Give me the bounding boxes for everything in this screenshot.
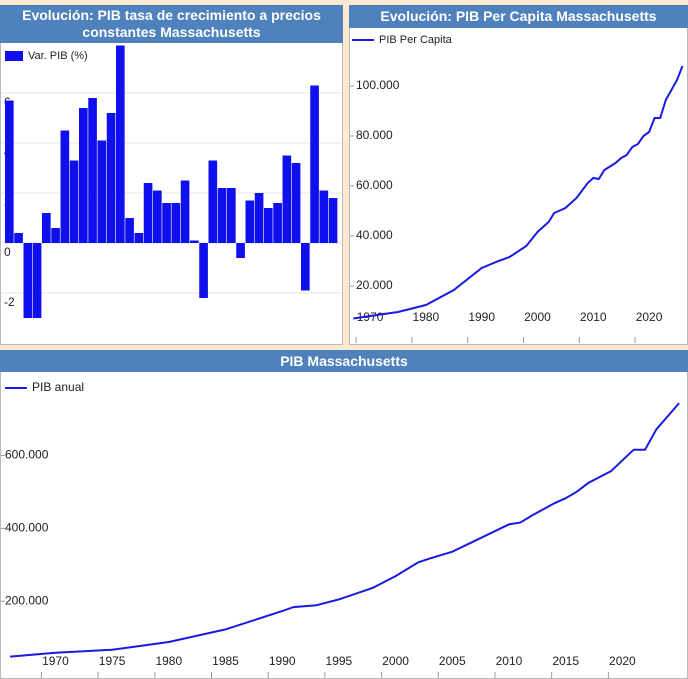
y-tick-label: 20.000 xyxy=(356,278,393,292)
x-tick-label: 1980 xyxy=(155,654,182,668)
bar xyxy=(217,188,227,243)
bar xyxy=(190,240,199,243)
y-tick-label: 600.000 xyxy=(5,448,49,462)
legend-swatch xyxy=(5,51,23,61)
bar xyxy=(199,243,208,298)
x-tick-label: 2015 xyxy=(552,654,579,668)
x-tick-label: 1970 xyxy=(42,654,69,668)
x-tick-label: 1975 xyxy=(99,654,126,668)
x-tick-label: 2000 xyxy=(382,654,409,668)
y-tick-label: 0 xyxy=(4,245,11,259)
x-tick-label: 1995 xyxy=(326,654,353,668)
line xyxy=(10,402,680,658)
bar xyxy=(319,190,329,243)
bar xyxy=(162,203,171,243)
bar xyxy=(134,233,144,243)
x-tick-label: 2020 xyxy=(609,654,636,668)
line xyxy=(353,65,684,320)
x-tick-label: 2005 xyxy=(439,654,466,668)
bar xyxy=(227,188,236,243)
legend-label: Var. PIB (%) xyxy=(28,50,88,62)
bar xyxy=(5,100,14,243)
x-tick-label: 1990 xyxy=(269,654,296,668)
bar xyxy=(69,160,79,243)
bar xyxy=(254,193,264,243)
x-tick-label: 2010 xyxy=(496,654,523,668)
bar xyxy=(291,163,301,243)
bar xyxy=(245,200,255,243)
bar xyxy=(282,155,292,243)
bar xyxy=(88,98,97,243)
chart-title: Evolución: PIB tasa de crecimiento a pre… xyxy=(0,5,343,43)
bar xyxy=(125,218,134,243)
bar xyxy=(208,160,218,243)
bar xyxy=(14,233,23,243)
y-tick-label: 80.000 xyxy=(356,128,393,142)
legend-label: PIB anual xyxy=(32,380,84,394)
bar xyxy=(310,85,319,243)
bar xyxy=(264,208,273,243)
y-tick-label: 40.000 xyxy=(356,228,393,242)
bar xyxy=(106,113,116,243)
x-tick-label: 1980 xyxy=(413,310,440,324)
bar xyxy=(23,243,33,318)
bar xyxy=(171,203,181,243)
x-tick-label: 1990 xyxy=(468,310,495,324)
panel xyxy=(349,5,688,345)
bar xyxy=(273,203,282,243)
bar xyxy=(97,140,107,243)
x-tick-label: 2010 xyxy=(580,310,607,324)
bar xyxy=(236,243,245,258)
x-tick-label: 1970 xyxy=(357,310,384,324)
bar xyxy=(153,190,162,243)
y-tick-label: 60.000 xyxy=(356,178,393,192)
bar xyxy=(79,108,88,243)
x-tick-label: 2000 xyxy=(524,310,551,324)
bar xyxy=(116,45,125,243)
y-tick-label: 200.000 xyxy=(5,593,49,607)
chart-title: Evolución: PIB Per Capita Massachusetts xyxy=(349,5,688,28)
bar xyxy=(42,213,51,243)
bar xyxy=(180,180,190,243)
bar xyxy=(51,228,60,243)
x-tick-label: 2020 xyxy=(636,310,663,324)
y-tick-label: 400.000 xyxy=(5,521,49,535)
x-tick-label: 1985 xyxy=(212,654,239,668)
legend-label: PIB Per Capita xyxy=(379,34,453,46)
bar xyxy=(143,183,153,243)
chart-title: PIB Massachusetts xyxy=(0,350,688,372)
bar xyxy=(60,130,70,243)
y-tick-label: -2 xyxy=(4,295,15,309)
bar xyxy=(301,243,310,291)
bar xyxy=(328,198,338,243)
y-tick-label: 100.000 xyxy=(356,78,400,92)
bar xyxy=(32,243,42,318)
